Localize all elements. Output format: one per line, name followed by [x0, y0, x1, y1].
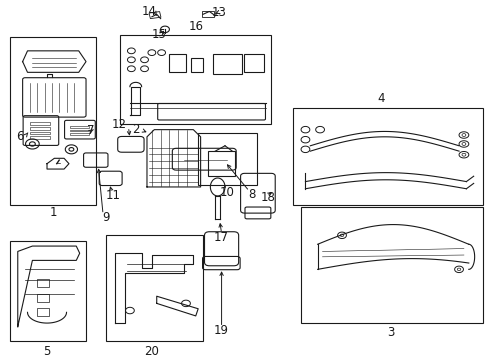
Text: 11: 11: [105, 189, 120, 202]
Bar: [212, 54, 242, 74]
Text: 4: 4: [377, 92, 384, 105]
Text: 14: 14: [142, 5, 157, 18]
Bar: [30, 127, 50, 130]
Bar: [149, 12, 161, 19]
Text: 1: 1: [49, 206, 57, 219]
Text: 3: 3: [386, 325, 394, 338]
Text: 13: 13: [211, 6, 226, 19]
Text: 9: 9: [102, 211, 109, 224]
Text: 5: 5: [43, 345, 51, 357]
Bar: [10, 241, 86, 341]
Bar: [120, 35, 271, 124]
Text: 17: 17: [214, 231, 228, 244]
Text: 20: 20: [144, 345, 159, 357]
Bar: [70, 133, 89, 135]
Bar: [300, 207, 483, 323]
Text: 8: 8: [247, 188, 255, 201]
Bar: [293, 108, 483, 205]
Bar: [30, 136, 50, 139]
Text: 19: 19: [214, 324, 228, 337]
Text: 18: 18: [260, 191, 275, 204]
Text: 12: 12: [111, 118, 126, 131]
Bar: [198, 133, 256, 185]
Bar: [70, 130, 89, 131]
Bar: [10, 36, 96, 205]
Bar: [244, 54, 264, 72]
Bar: [105, 235, 203, 341]
Bar: [30, 132, 50, 134]
Bar: [168, 54, 185, 72]
Text: 2: 2: [132, 123, 140, 136]
Bar: [190, 58, 203, 72]
Bar: [37, 308, 49, 316]
Bar: [207, 151, 234, 176]
Text: 15: 15: [151, 28, 166, 41]
Bar: [37, 294, 49, 302]
Bar: [202, 11, 214, 17]
Text: 6: 6: [17, 130, 24, 143]
Text: 10: 10: [220, 186, 234, 199]
Text: 16: 16: [188, 20, 203, 33]
Bar: [70, 126, 89, 128]
Bar: [37, 279, 49, 287]
Bar: [30, 122, 50, 125]
Text: 7: 7: [87, 124, 95, 137]
